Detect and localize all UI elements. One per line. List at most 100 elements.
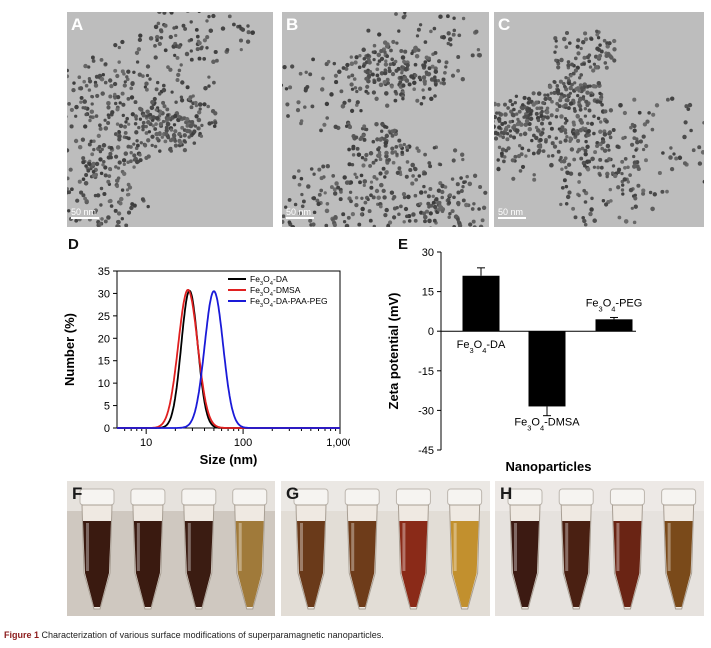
nanoparticle — [522, 131, 528, 137]
nanoparticle — [83, 63, 88, 69]
nanoparticle — [582, 62, 586, 66]
zeta-bar-2 — [595, 319, 633, 332]
vial-cap — [130, 488, 166, 506]
nanoparticle — [194, 103, 199, 108]
nanoparticle — [388, 62, 393, 67]
zeta-potential-chart: -45 -30 -15 0 15 30 Zeta potential (mV) Nanopar… — [386, 247, 642, 474]
nanoparticle — [194, 114, 199, 119]
nanoparticle — [455, 182, 460, 187]
nanoparticle — [413, 73, 418, 78]
nanoparticle — [339, 190, 343, 194]
nanoparticle — [682, 161, 688, 166]
nanoparticle — [470, 207, 475, 211]
nanoparticle — [562, 94, 567, 98]
nanoparticle — [589, 207, 594, 212]
nanoparticle — [641, 191, 646, 196]
nanoparticle — [612, 47, 617, 52]
nanoparticle — [585, 144, 590, 149]
nanoparticle — [459, 176, 463, 180]
y-tick-label: 15 — [98, 356, 110, 368]
nanoparticle — [428, 187, 433, 191]
y-tick-label: 10 — [98, 378, 110, 390]
nanoparticle — [524, 118, 530, 124]
nanoparticle — [353, 86, 358, 90]
nanoparticle — [560, 185, 565, 190]
nanoparticle — [417, 75, 422, 80]
nanoparticle — [576, 138, 581, 143]
nanoparticle — [657, 170, 662, 176]
nanoparticle — [138, 158, 143, 163]
nanoparticle — [163, 139, 168, 144]
nanoparticle — [403, 206, 409, 212]
nanoparticle — [478, 185, 483, 189]
nanoparticle — [366, 197, 370, 202]
nanoparticle — [413, 62, 418, 67]
nanoparticle — [513, 154, 518, 159]
nanoparticle — [298, 71, 303, 76]
nanoparticle — [152, 96, 157, 102]
nanoparticle — [394, 68, 399, 73]
nanoparticle — [153, 144, 158, 149]
nanoparticle — [634, 148, 638, 152]
nanoparticle — [122, 162, 126, 167]
nanoparticle — [126, 69, 131, 74]
y-tick-label: -15 — [418, 366, 434, 378]
nanoparticle — [413, 193, 418, 198]
nanoparticle — [377, 146, 381, 150]
nanoparticle — [342, 175, 347, 180]
nanoparticle — [591, 68, 596, 73]
nanoparticle — [626, 165, 630, 169]
nanoparticle — [450, 73, 456, 78]
nanoparticle — [508, 120, 513, 124]
nanoparticle — [90, 152, 95, 157]
nanoparticle — [67, 102, 71, 106]
nanoparticle — [179, 98, 185, 103]
nanoparticle — [365, 84, 370, 89]
nanoparticle — [460, 77, 465, 82]
nanoparticle — [541, 117, 545, 121]
nanoparticle — [333, 215, 338, 220]
nanoparticle — [448, 211, 452, 216]
nanoparticle — [405, 62, 410, 68]
nanoparticle — [99, 57, 104, 62]
nanoparticle — [567, 93, 571, 97]
nanoparticle — [100, 217, 104, 221]
nanoparticle — [506, 146, 511, 151]
nanoparticle — [84, 83, 89, 88]
nanoparticle — [207, 75, 211, 79]
vial-reflection — [86, 523, 89, 571]
nanoparticle — [70, 187, 74, 192]
nanoparticle — [604, 159, 608, 163]
nanoparticle — [115, 107, 120, 112]
nanoparticle — [595, 29, 599, 34]
nanoparticle — [157, 41, 162, 47]
nanoparticle — [284, 87, 289, 91]
nanoparticle — [540, 121, 544, 126]
nanoparticle — [144, 124, 148, 129]
nanoparticle — [364, 76, 369, 81]
nanoparticle — [156, 21, 161, 26]
nanoparticle — [452, 225, 457, 227]
nanoparticle — [326, 59, 331, 64]
nanoparticle — [668, 155, 673, 160]
nanoparticle — [583, 107, 588, 111]
nanoparticle — [559, 128, 564, 133]
nanoparticle — [571, 131, 576, 136]
nanoparticle — [456, 220, 461, 224]
y-tick-label: 30 — [98, 288, 110, 300]
nanoparticle — [419, 102, 424, 106]
nanoparticle — [197, 12, 201, 14]
nanoparticle — [116, 176, 121, 180]
tem-panel-c: C 50 nm — [494, 12, 704, 227]
nanoparticle — [462, 180, 466, 185]
nanoparticle — [585, 90, 590, 95]
nanoparticle-cluster — [67, 12, 255, 227]
nanoparticle — [153, 24, 159, 30]
nanoparticle — [578, 127, 584, 133]
nanoparticle — [364, 152, 369, 158]
nanoparticle — [89, 109, 95, 114]
nanoparticle — [402, 220, 406, 224]
nanoparticle — [553, 36, 558, 41]
nanoparticle — [144, 131, 149, 135]
caption-text: Characterization of various surface modi… — [41, 630, 384, 640]
